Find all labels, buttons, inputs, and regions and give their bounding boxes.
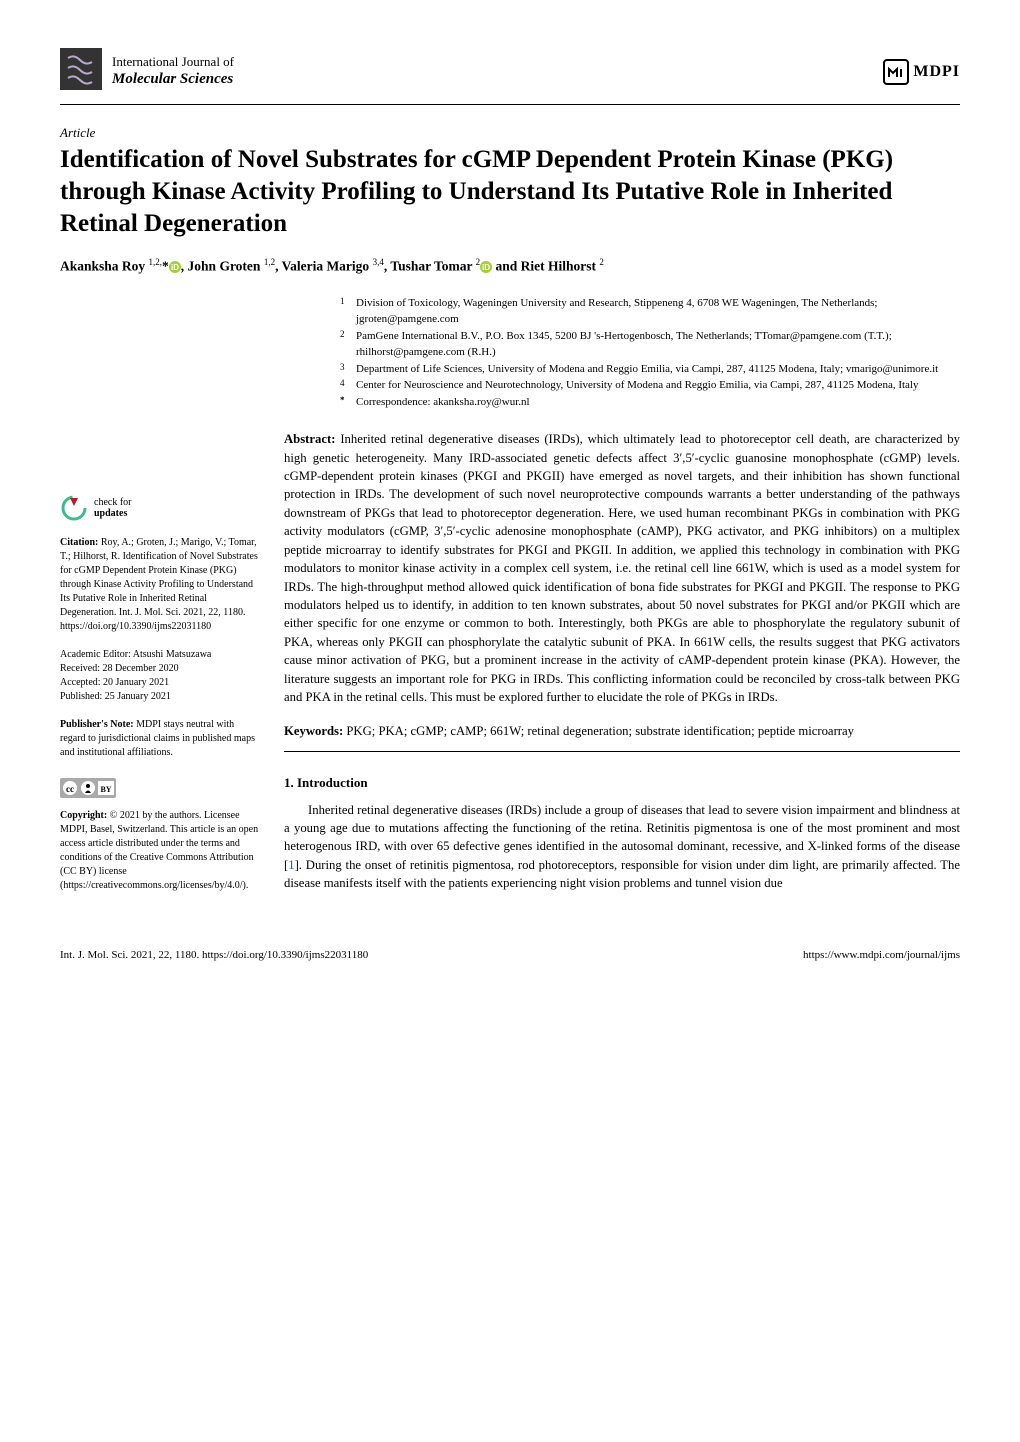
journal-title: International Journal of Molecular Scien… [112, 54, 234, 90]
copyright-body: © 2021 by the authors. Licensee MDPI, Ba… [60, 810, 258, 891]
received-line: Received: 28 December 2020 [60, 662, 260, 676]
reference-link[interactable]: 1 [288, 858, 294, 872]
aff-num: 2 [340, 328, 356, 361]
affiliation-row: 1Division of Toxicology, Wageningen Univ… [340, 295, 960, 328]
affiliation-row: 2PamGene International B.V., P.O. Box 13… [340, 328, 960, 361]
journal-line1: International Journal of [112, 54, 234, 71]
accepted-line: Accepted: 20 January 2021 [60, 676, 260, 690]
copyright-label: Copyright: [60, 810, 107, 821]
aff-num: 3 [340, 361, 356, 378]
aff-text: Department of Life Sciences, University … [356, 361, 960, 378]
footer-right: https://www.mdpi.com/journal/ijms [803, 947, 960, 964]
check-updates-l1: check for [94, 497, 131, 508]
citation-block: Citation: Roy, A.; Groten, J.; Marigo, V… [60, 536, 260, 634]
journal-logo-icon [60, 48, 102, 96]
license-block: cc BY Copyright: © 2021 by the authors. L… [60, 778, 260, 893]
keywords-label: Keywords: [284, 724, 343, 738]
aff-text: PamGene International B.V., P.O. Box 134… [356, 328, 960, 361]
divider [284, 751, 960, 752]
svg-text:iD: iD [482, 263, 490, 272]
two-column-layout: check for updates Citation: Roy, A.; Gro… [60, 430, 960, 892]
aff-num: 4 [340, 377, 356, 394]
keywords-text: PKG; PKA; cGMP; cAMP; 661W; retinal dege… [343, 724, 854, 738]
aff-num: 1 [340, 295, 356, 328]
pubnote-label: Publisher's Note: [60, 719, 134, 730]
published-line: Published: 25 January 2021 [60, 690, 260, 704]
article-title: Identification of Novel Substrates for c… [60, 144, 960, 240]
abstract: Abstract: Inherited retinal degenerative… [284, 430, 960, 706]
affiliation-row: 4Center for Neuroscience and Neurotechno… [340, 377, 960, 394]
abstract-text: Inherited retinal degenerative diseases … [284, 432, 960, 704]
check-updates-text: check for updates [94, 497, 131, 519]
publisher-logo: MDPI [883, 59, 960, 85]
affiliation-row: *Correspondence: akanksha.roy@wur.nl [340, 394, 960, 411]
main-column: Abstract: Inherited retinal degenerative… [284, 430, 960, 892]
publisher-note: Publisher's Note: MDPI stays neutral wit… [60, 718, 260, 760]
affiliation-row: 3Department of Life Sciences, University… [340, 361, 960, 378]
article-type: Article [60, 123, 960, 143]
svg-text:cc: cc [66, 784, 74, 794]
aff-text: Center for Neuroscience and Neurotechnol… [356, 377, 960, 394]
intro-paragraph: Inherited retinal degenerative diseases … [284, 801, 960, 893]
aff-num: * [340, 394, 356, 411]
section-heading: 1. Introduction [284, 774, 960, 793]
footer: Int. J. Mol. Sci. 2021, 22, 1180. https:… [60, 941, 960, 964]
orcid-icon: iD [169, 259, 181, 271]
abstract-label: Abstract: [284, 432, 335, 446]
authors-line: Akanksha Roy 1,2,*iD, John Groten 1,2, V… [60, 256, 960, 277]
keywords: Keywords: PKG; PKA; cGMP; cAMP; 661W; re… [284, 722, 960, 740]
svg-text:iD: iD [171, 263, 179, 272]
journal-line2: Molecular Sciences [112, 70, 234, 90]
journal-block: International Journal of Molecular Scien… [60, 48, 234, 96]
copyright-text: Copyright: © 2021 by the authors. Licens… [60, 809, 260, 893]
orcid-icon: iD [480, 259, 492, 271]
editor-line: Academic Editor: Atsushi Matsuzawa [60, 648, 260, 662]
footer-left: Int. J. Mol. Sci. 2021, 22, 1180. https:… [60, 947, 368, 964]
header-bar: International Journal of Molecular Scien… [60, 48, 960, 105]
publisher-name: MDPI [913, 60, 960, 84]
pub-info: Academic Editor: Atsushi Matsuzawa Recei… [60, 648, 260, 704]
cc-by-icon: cc BY [60, 778, 260, 803]
aff-text: Correspondence: akanksha.roy@wur.nl [356, 394, 960, 411]
citation-text: Roy, A.; Groten, J.; Marigo, V.; Tomar, … [60, 537, 258, 632]
svg-text:BY: BY [100, 785, 111, 794]
check-updates-badge[interactable]: check for updates [60, 494, 260, 522]
affiliations: 1Division of Toxicology, Wageningen Univ… [340, 295, 960, 411]
sidebar: check for updates Citation: Roy, A.; Gro… [60, 430, 260, 892]
aff-text: Division of Toxicology, Wageningen Unive… [356, 295, 960, 328]
citation-label: Citation: [60, 537, 98, 548]
check-updates-l2: updates [94, 508, 131, 519]
